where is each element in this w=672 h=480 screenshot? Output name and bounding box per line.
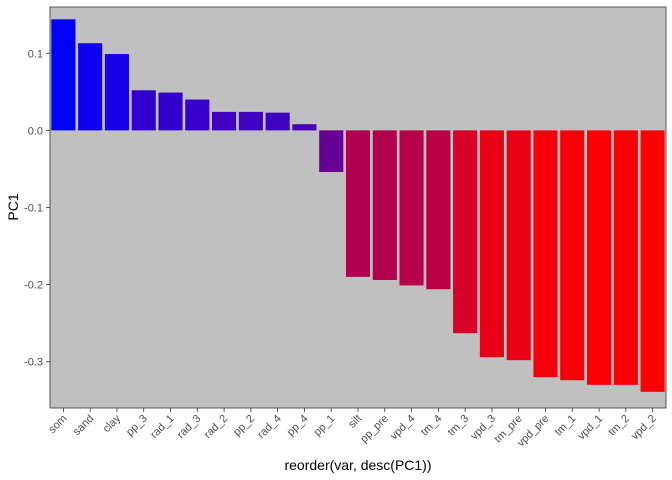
bar-vpd_4 <box>399 130 424 286</box>
x-tick-label: sand <box>71 413 96 438</box>
y-tick-label: 0.1 <box>28 48 43 60</box>
bar-tm_2 <box>613 130 638 385</box>
bar-pp_1 <box>319 130 344 173</box>
bar-rad_1 <box>158 92 183 131</box>
bar-pp_2 <box>238 111 263 131</box>
bar-vpd_pre <box>533 130 558 378</box>
y-axis: 0.1 0.0 -0.1 -0.2 -0.3 <box>24 48 50 369</box>
bar-pp_4 <box>292 124 317 131</box>
x-tick-label: pp_pre <box>358 413 391 446</box>
y-tick-label: 0.0 <box>28 125 43 137</box>
bar-tm_pre <box>506 130 531 361</box>
bar-som <box>51 19 76 131</box>
x-tick-label: vpd_4 <box>388 413 418 443</box>
bar-pp_pre <box>372 130 397 280</box>
bar-clay <box>104 54 129 131</box>
x-tick-label: silt <box>346 413 364 431</box>
x-tick-label: tm_3 <box>445 413 471 439</box>
x-tick-label: tm_4 <box>419 413 445 439</box>
x-tick-label: clay <box>101 412 124 435</box>
bar-rad_2 <box>212 111 237 131</box>
x-tick-label: vpd_1 <box>575 413 605 443</box>
bar-sand <box>78 43 103 131</box>
x-tick-label: tm_1 <box>553 413 579 439</box>
x-tick-label: pp_4 <box>285 413 311 439</box>
x-tick-label: rad_1 <box>148 413 176 441</box>
bar-vpd_2 <box>640 130 665 392</box>
bar-rad_3 <box>185 99 210 131</box>
x-tick-label: pp_2 <box>231 413 257 439</box>
bars-layer <box>51 19 665 392</box>
x-axis-title: reorder(var, desc(PC1)) <box>284 457 431 473</box>
bar-tm_3 <box>453 130 478 334</box>
x-tick-label: som <box>46 413 69 436</box>
bar-silt <box>345 130 371 277</box>
x-tick-label: rad_3 <box>175 413 203 441</box>
bar-rad_4 <box>265 112 290 131</box>
x-tick-label: pp_1 <box>312 413 338 439</box>
bar-pp_3 <box>131 90 156 131</box>
bar-tm_1 <box>560 130 585 381</box>
x-tick-label: rad_2 <box>202 413 230 441</box>
x-tick-label: pp_3 <box>124 413 150 439</box>
y-tick-label: -0.3 <box>24 357 43 369</box>
y-axis-title: PC1 <box>5 193 21 220</box>
x-tick-label: rad_4 <box>255 413 283 441</box>
x-tick-label: tm_2 <box>606 413 632 439</box>
bar-vpd_3 <box>479 130 504 358</box>
bar-vpd_1 <box>586 130 612 385</box>
y-tick-label: -0.1 <box>24 203 43 215</box>
x-tick-label: vpd_2 <box>629 413 659 443</box>
bar-tm_4 <box>426 130 451 290</box>
y-tick-label: -0.2 <box>24 280 43 292</box>
